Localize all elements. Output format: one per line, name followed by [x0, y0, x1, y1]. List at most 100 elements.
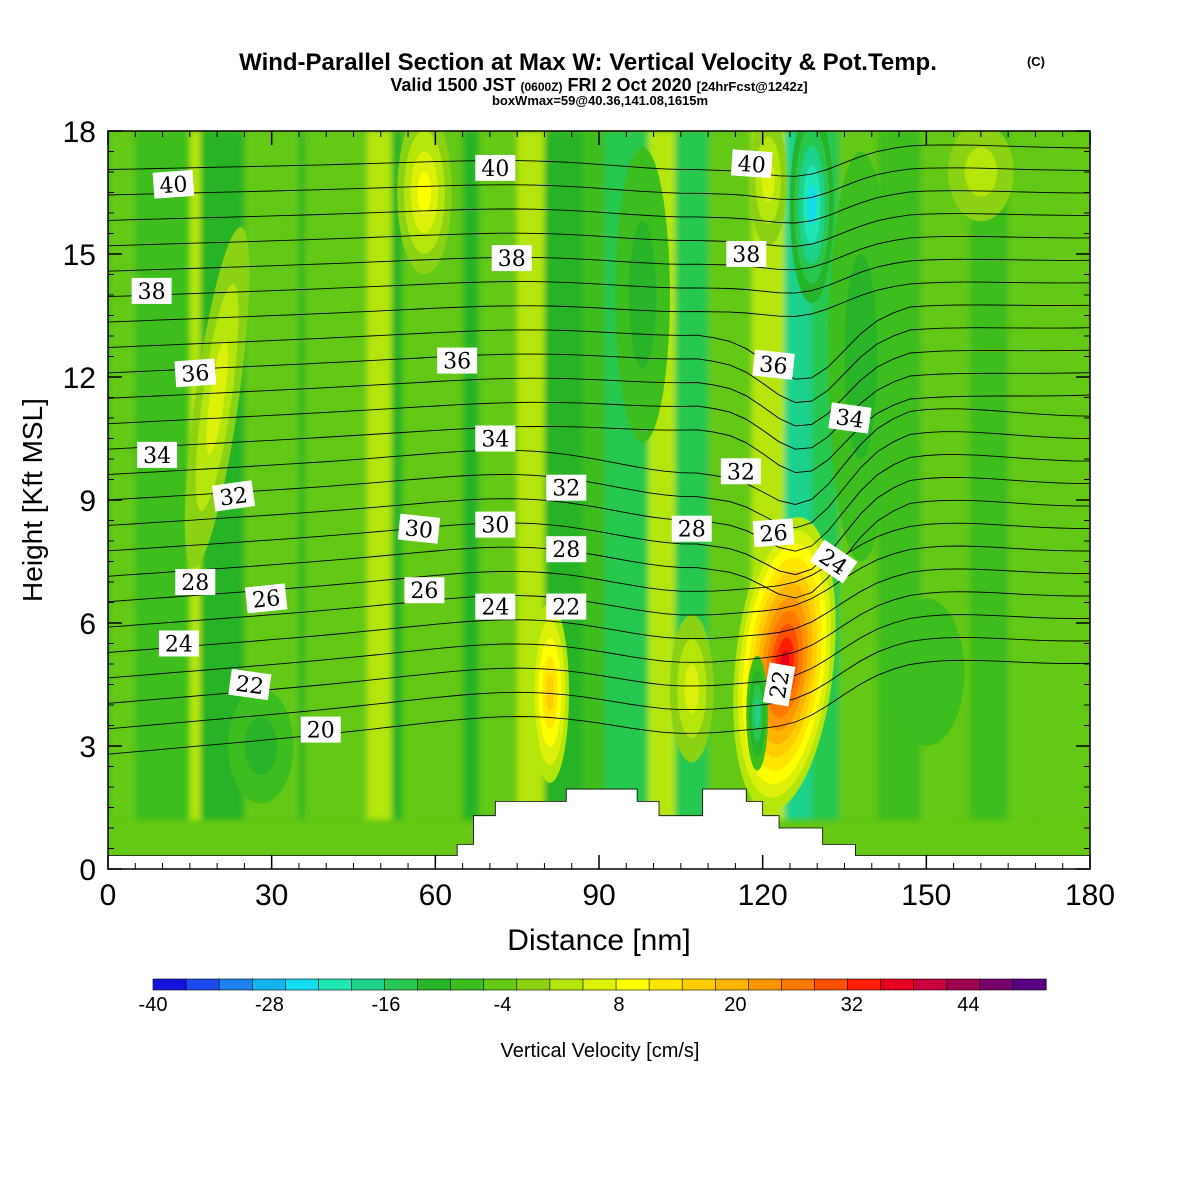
x-tick-label: 60: [419, 879, 452, 912]
contour-label-text: 24: [165, 633, 193, 658]
contour-label-text: 38: [732, 243, 760, 268]
theta-contour: [108, 258, 1090, 298]
contour-labels: 40 40 40 38 38 38 36 36 36 34 34 34 32 32 32 30 30 28 28 28…: [131, 149, 872, 744]
contour-label-text: 30: [481, 514, 509, 539]
colorbar-tick-label: -4: [494, 994, 512, 1016]
y-tick-label: 6: [79, 608, 96, 641]
contour-label: 32: [211, 480, 256, 512]
contour-label-text: 32: [727, 460, 755, 485]
colorbar-swatch: [714, 978, 749, 991]
colorbar-swatch: [417, 978, 452, 991]
theta-contour: [108, 545, 1090, 628]
contour-label: 32: [720, 458, 761, 485]
theta-contour: [108, 499, 1090, 599]
contour-label-bg: [211, 480, 256, 512]
contour-label-bg: [546, 536, 587, 563]
contour-label: 34: [475, 425, 516, 453]
contour-label: 26: [244, 583, 288, 614]
colorbar-swatch: [483, 978, 518, 991]
contour-label-bg: [475, 425, 516, 452]
y-tick-label: 12: [63, 362, 96, 395]
y-tick-label: 9: [79, 485, 96, 518]
contour-label-bg: [546, 593, 587, 620]
contour-label: 26: [752, 518, 795, 548]
colorbar-swatch: [251, 978, 286, 991]
velocity-band: [1008, 131, 1085, 820]
theta-contour: [108, 637, 1090, 730]
contour-label-bg: [475, 511, 516, 538]
colorbar-swatch: [1012, 978, 1047, 991]
y-tick-label: 15: [63, 239, 96, 272]
colorbar-swatch: [847, 978, 882, 991]
contour-label: 36: [174, 358, 217, 388]
contour-label-text: 40: [737, 152, 767, 179]
contour-label-bg: [491, 245, 532, 272]
chart-title: Wind-Parallel Section at Max W: Vertical…: [239, 49, 937, 76]
theta-contour: [108, 591, 1090, 679]
colorbar-swatch: [648, 978, 683, 991]
contour-label: 22: [762, 662, 796, 707]
contour-label-text: 36: [443, 350, 471, 375]
contour-label-bg: [404, 577, 445, 604]
colorbar-tick-label: -40: [139, 994, 168, 1016]
contour-label: 30: [475, 511, 516, 539]
contour-label: 24: [158, 630, 199, 658]
velocity-cell: [629, 221, 657, 369]
y-tick-label: 18: [63, 116, 96, 149]
theta-contour: [108, 235, 1090, 272]
contour-label-text: 40: [481, 157, 509, 182]
colorbar-swatch: [681, 978, 716, 991]
contour-label: 20: [300, 716, 341, 744]
contour-label-bg: [726, 241, 767, 267]
contour-label: 40: [152, 169, 195, 199]
theta-contour: [108, 144, 1090, 177]
contour-label-bg: [158, 630, 199, 657]
contour-label-bg: [720, 458, 761, 485]
theta-contour: [108, 476, 1090, 576]
x-tick-label: 150: [901, 879, 951, 912]
y-tick-label: 3: [79, 731, 96, 764]
contour-label-bg: [809, 539, 858, 584]
theta-contour: [108, 190, 1090, 224]
contour-label-text: 28: [552, 538, 580, 563]
velocity-cell: [546, 674, 554, 711]
contour-label-bg: [300, 716, 341, 743]
contour-label-text: 22: [552, 596, 580, 621]
velocity-cell: [888, 598, 965, 746]
contour-label-bg: [244, 583, 288, 614]
velocity-cell: [754, 698, 760, 728]
contour-label-text: 26: [251, 586, 281, 614]
contour-label-bg: [131, 277, 172, 304]
x-tick-label: 180: [1065, 879, 1115, 912]
contour-label: 40: [475, 154, 516, 182]
contour-label-text: 36: [181, 361, 211, 388]
theta-contour: [108, 349, 1090, 427]
velocity-cells: [184, 131, 1014, 811]
colorbar-swatch: [284, 978, 319, 991]
theta-contour: [108, 213, 1090, 247]
theta-contour: [108, 431, 1090, 529]
subtitle-date: FRI 2 Oct 2020: [568, 75, 692, 95]
contour-label-bg: [137, 441, 178, 468]
theta-contour: [108, 167, 1090, 201]
contour-label-bg: [437, 347, 478, 374]
contour-label-text: 38: [498, 247, 526, 272]
contour-label-text: 26: [410, 579, 438, 604]
colorbar-tick-label: 32: [841, 994, 863, 1016]
contour-label: 22: [546, 593, 587, 621]
theta-contour: [108, 327, 1090, 403]
theta-contour: [108, 659, 1090, 755]
contour-label-text: 38: [138, 280, 166, 305]
y-tick-label: 0: [79, 854, 96, 887]
velocity-cell: [417, 172, 432, 213]
colorbar-swatch: [218, 978, 253, 991]
x-tick-label: 0: [100, 879, 117, 912]
contour-label: 38: [131, 277, 172, 305]
contour-label: 34: [828, 402, 872, 434]
contour-label: 28: [546, 536, 587, 563]
contour-label-bg: [174, 358, 217, 388]
colorbar-swatch: [318, 978, 353, 991]
colorbar-swatch: [781, 978, 816, 991]
contour-label-text: 28: [678, 518, 706, 543]
